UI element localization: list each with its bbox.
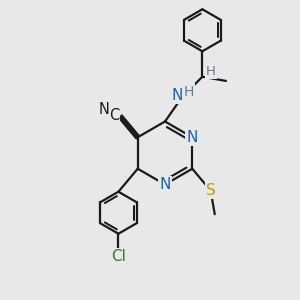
- Text: H: H: [206, 65, 216, 78]
- Text: N: N: [98, 103, 109, 118]
- Text: N: N: [171, 88, 182, 103]
- Text: S: S: [206, 183, 215, 198]
- Text: H: H: [184, 85, 194, 98]
- Text: Cl: Cl: [111, 249, 126, 264]
- Text: C: C: [109, 108, 119, 123]
- Text: N: N: [187, 130, 198, 145]
- Text: N: N: [159, 177, 171, 192]
